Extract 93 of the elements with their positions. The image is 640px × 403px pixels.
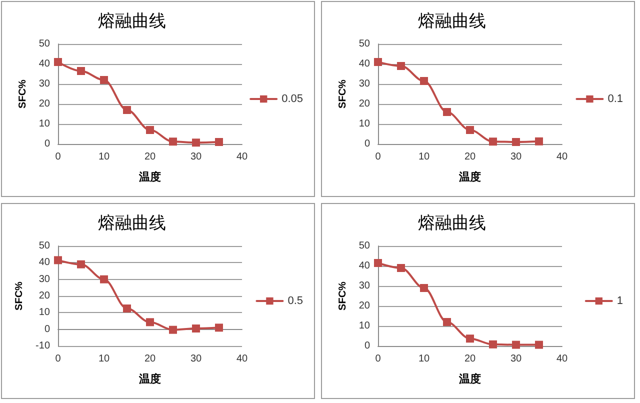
point — [54, 58, 62, 66]
x-tick-label: 20 — [144, 354, 156, 364]
y-tick-label: 20 — [38, 290, 50, 302]
point — [466, 334, 474, 343]
y-tick-label: 30 — [38, 78, 50, 90]
x-tick-label: 10 — [418, 354, 430, 364]
y-tick-label: 50 — [38, 240, 50, 252]
x-tick-label: 0 — [375, 354, 382, 364]
point — [420, 77, 428, 85]
point — [466, 126, 474, 134]
legend-label: 0.5 — [288, 295, 304, 307]
y-tick-label: 40 — [38, 58, 50, 70]
y-tick-label: 30 — [358, 280, 370, 292]
y-tick-label: 10 — [38, 118, 50, 130]
point — [397, 62, 405, 70]
chart-title: 熔融曲线 — [418, 12, 486, 32]
y-tick-label: 50 — [358, 240, 370, 252]
x-tick-label: 10 — [98, 354, 110, 364]
x-tick-label: 20 — [464, 354, 476, 364]
y-tick-label: 50 — [358, 38, 370, 50]
x-tick-label: 40 — [236, 354, 248, 364]
point — [192, 138, 200, 147]
point — [215, 138, 223, 146]
x-tick-label: 30 — [510, 354, 522, 364]
x-tick-label: 20 — [144, 152, 156, 162]
point — [146, 126, 154, 134]
chart-title: 熔融曲线 — [98, 214, 166, 234]
x-tick-label: 40 — [556, 354, 568, 364]
x-tick-label: 40 — [236, 152, 248, 162]
y-tick-label: 20 — [358, 98, 370, 110]
y-tick-label: -10 — [36, 340, 50, 352]
x-tick-label: 0 — [375, 152, 382, 162]
point — [489, 138, 497, 146]
point — [489, 340, 497, 348]
y-tick-label: 10 — [358, 320, 370, 332]
x-tick-label: 20 — [464, 152, 476, 162]
x-axis-title: 温度 — [138, 170, 161, 184]
point — [123, 304, 131, 312]
chart-title: 熔融曲线 — [418, 214, 486, 234]
x-tick-label: 10 — [418, 152, 430, 162]
chart-title: 熔融曲线 — [98, 12, 166, 32]
point — [535, 340, 543, 349]
y-tick-label: 40 — [38, 257, 50, 268]
point — [146, 318, 154, 326]
x-tick-label: 30 — [190, 354, 202, 364]
point — [420, 284, 428, 292]
y-tick-label: 10 — [38, 307, 50, 318]
y-tick-label: 0 — [364, 340, 370, 352]
y-tick-label: 40 — [358, 58, 370, 70]
x-tick-label: 40 — [556, 152, 568, 162]
x-tick-label: 0 — [55, 354, 62, 364]
y-axis-title: SFC% — [17, 79, 28, 108]
point — [100, 76, 108, 84]
y-tick-label: 20 — [358, 300, 370, 312]
y-tick-label: 0 — [44, 324, 50, 335]
x-tick-label: 30 — [510, 152, 522, 162]
point — [512, 138, 520, 146]
point — [123, 106, 131, 114]
point — [192, 324, 200, 332]
x-tick-label: 0 — [55, 152, 62, 162]
legend-label: 0.1 — [608, 93, 624, 105]
legend-label: 0.05 — [282, 93, 304, 105]
y-tick-label: 20 — [38, 98, 50, 110]
point — [374, 259, 382, 267]
x-axis-title: 温度 — [458, 170, 481, 184]
legend-label: 1 — [616, 295, 624, 307]
point — [77, 260, 85, 268]
point — [374, 58, 382, 66]
x-axis-title: 温度 — [138, 372, 161, 386]
point — [535, 137, 543, 146]
y-axis-title: SFC% — [337, 281, 348, 310]
point — [512, 340, 520, 349]
y-tick-label: 30 — [358, 78, 370, 90]
x-tick-label: 10 — [98, 152, 110, 162]
x-tick-label: 30 — [190, 152, 202, 162]
y-tick-label: 40 — [358, 260, 370, 272]
point — [215, 324, 223, 332]
x-axis-title: 温度 — [458, 372, 481, 386]
point — [443, 108, 451, 116]
y-tick-label: 50 — [38, 38, 50, 50]
y-tick-label: 0 — [364, 138, 370, 150]
y-tick-label: 0 — [44, 138, 50, 150]
y-tick-label: 30 — [38, 274, 50, 285]
point — [100, 275, 108, 284]
point — [397, 264, 405, 272]
y-tick-label: 10 — [358, 118, 370, 130]
point — [169, 326, 177, 334]
point — [54, 256, 62, 264]
point — [77, 67, 85, 75]
point — [443, 318, 451, 326]
point — [169, 138, 177, 146]
y-axis-title: SFC% — [337, 79, 348, 108]
y-axis-title: SFC% — [14, 281, 26, 310]
